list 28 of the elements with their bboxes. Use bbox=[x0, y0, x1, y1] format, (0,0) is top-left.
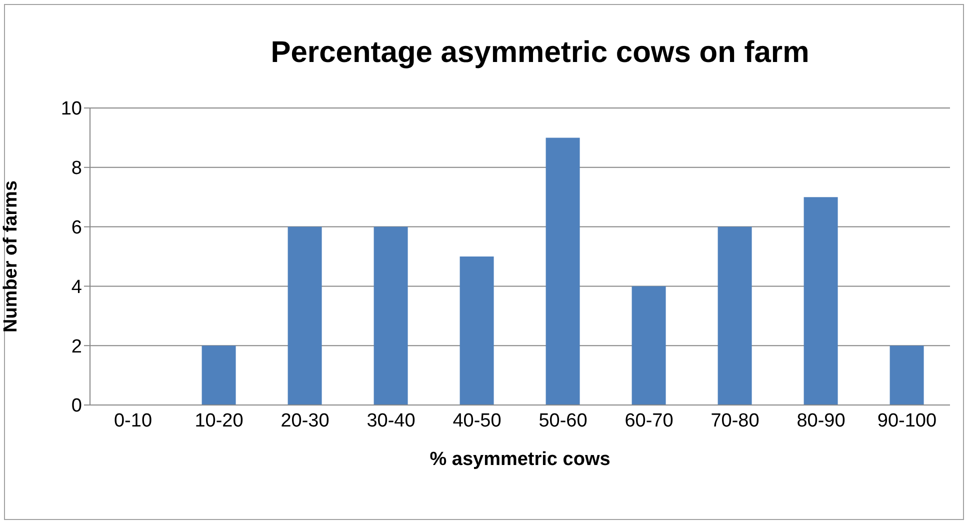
x-tick-label: 90-100 bbox=[877, 410, 937, 432]
y-tick-label: 8 bbox=[71, 158, 82, 180]
x-tick-label: 40-50 bbox=[452, 410, 502, 432]
x-tick-label: 70-80 bbox=[710, 410, 760, 432]
bar bbox=[288, 226, 322, 405]
bar bbox=[890, 346, 924, 405]
x-axis-title: % asymmetric cows bbox=[430, 449, 610, 470]
x-tick-label: 20-30 bbox=[280, 410, 330, 432]
bar bbox=[804, 197, 838, 405]
x-tick-label: 50-60 bbox=[538, 410, 588, 432]
y-tick-label: 2 bbox=[71, 336, 82, 358]
bar bbox=[460, 256, 494, 405]
y-tick-label: 6 bbox=[71, 218, 82, 239]
y-tick-label: 4 bbox=[71, 276, 82, 298]
bar bbox=[546, 138, 580, 405]
y-tick-label: 10 bbox=[60, 98, 82, 120]
bar bbox=[202, 346, 236, 405]
x-tick-label: 60-70 bbox=[624, 410, 674, 432]
bar bbox=[718, 226, 752, 405]
y-axis-title: Number of farms bbox=[0, 180, 22, 333]
y-tick-label: 0 bbox=[71, 396, 82, 417]
bar bbox=[632, 286, 666, 405]
chart-title: Percentage asymmetric cows on farm bbox=[270, 36, 810, 70]
bar bbox=[374, 226, 408, 405]
x-tick-label: 0-10 bbox=[114, 410, 152, 432]
x-tick-label: 30-40 bbox=[366, 410, 416, 432]
x-tick-label: 80-90 bbox=[796, 410, 846, 432]
x-tick-label: 10-20 bbox=[194, 410, 244, 432]
